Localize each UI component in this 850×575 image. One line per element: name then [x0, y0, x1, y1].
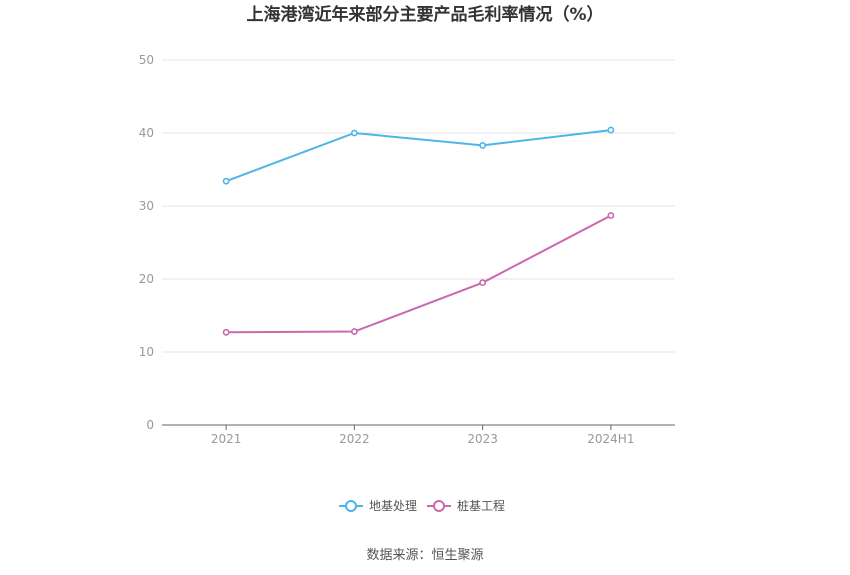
series	[222, 126, 615, 336]
data-point[interactable]	[222, 177, 230, 185]
data-source-note: 数据来源：恒生聚源	[366, 548, 483, 563]
legend-label: 地基处理	[369, 499, 417, 513]
x-tick-label: 2022	[339, 432, 370, 446]
chart-title: 上海港湾近年来部分主要产品毛利率情况（%）	[246, 4, 603, 25]
x-tick-label: 2024H1	[587, 432, 634, 446]
series-line-0	[225, 129, 611, 183]
legend-marker-icon	[345, 500, 357, 512]
legend-marker-icon	[433, 500, 445, 512]
x-tick-label: 2021	[211, 432, 242, 446]
legend-label: 桩基工程	[457, 498, 505, 513]
x-tick-label: 2023	[467, 432, 498, 446]
data-point[interactable]	[607, 126, 615, 134]
legend-item-1[interactable]: 桩基工程	[427, 498, 505, 513]
data-point[interactable]	[222, 328, 230, 336]
y-tick-label: 40	[139, 126, 154, 140]
legend[interactable]: 地基处理 桩基工程	[339, 498, 505, 513]
y-tick-label: 20	[139, 272, 154, 286]
data-point[interactable]	[479, 142, 487, 149]
data-point[interactable]	[350, 129, 358, 137]
series-line-1	[226, 214, 612, 334]
y-tick-label: 10	[139, 345, 154, 359]
data-point[interactable]	[479, 279, 487, 287]
grid-lines	[162, 59, 675, 353]
legend-item-0[interactable]: 地基处理	[339, 499, 417, 513]
y-tick-label: 30	[139, 199, 154, 213]
y-tick-label: 0	[146, 418, 154, 432]
data-point[interactable]	[350, 328, 358, 335]
y-tick-label: 50	[139, 53, 154, 67]
axes: 0 10 20 30 40 50 2021 2022 2023 2024H1	[139, 53, 675, 446]
data-point[interactable]	[607, 212, 615, 219]
